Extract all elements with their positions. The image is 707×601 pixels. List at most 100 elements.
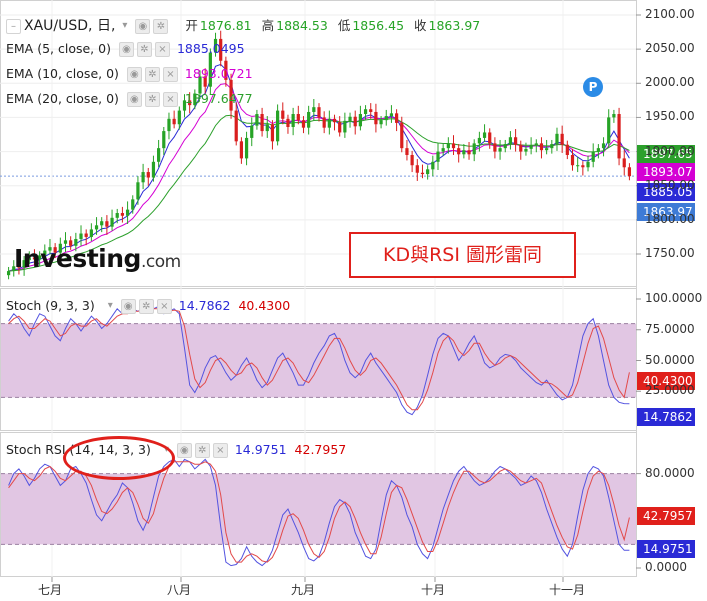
ema10-legend: EMA (10, close, 0) ◉ ✲ × 1893.0721 xyxy=(6,65,253,83)
gear-icon[interactable]: ✲ xyxy=(194,442,210,458)
ema20-legend: EMA (20, close, 0) ◉ ✲ × 1897.6477 xyxy=(6,90,253,108)
gear-icon[interactable]: ✲ xyxy=(136,41,152,57)
gear-icon[interactable]: ✲ xyxy=(138,298,154,314)
candle-body xyxy=(565,144,569,155)
close-label: 收 xyxy=(414,18,427,33)
candle-body xyxy=(84,233,88,237)
candle-body xyxy=(451,143,456,149)
candle-body xyxy=(384,116,388,121)
candle-body xyxy=(53,247,57,253)
logo-suffix: .com xyxy=(140,252,181,272)
stochrsi-y-tick-label: 0.0000 xyxy=(645,560,687,574)
candle-body xyxy=(379,120,383,125)
candle-body xyxy=(591,151,595,162)
stochrsi-tag: 42.7957 xyxy=(637,507,695,525)
gear-icon[interactable]: ✲ xyxy=(144,91,160,107)
close-icon[interactable]: × xyxy=(154,41,170,57)
visibility-icon[interactable]: ◉ xyxy=(120,298,136,314)
chevron-down-icon[interactable]: ▾ xyxy=(107,299,113,311)
candle-body xyxy=(317,107,321,118)
x-tick-label: 九月 xyxy=(291,583,316,597)
candle-body xyxy=(12,266,16,272)
candle-body xyxy=(151,161,156,178)
candle-body xyxy=(348,116,352,121)
ema5-name: EMA (5, close, 0) xyxy=(6,41,111,56)
candle-body xyxy=(48,247,52,251)
event-badge[interactable]: P xyxy=(583,77,603,97)
ema20-name: EMA (20, close, 0) xyxy=(6,91,119,106)
candle-body xyxy=(229,79,233,111)
candle-body xyxy=(534,143,538,146)
visibility-icon[interactable]: ◉ xyxy=(135,18,151,34)
ohlc-values: 开 1876.81 高 1884.53 低 1856.45 收 1863.97 xyxy=(179,17,480,35)
candle-body xyxy=(32,257,37,260)
candle-body xyxy=(260,114,264,132)
candle-body xyxy=(6,271,11,276)
candle-body xyxy=(270,124,275,142)
candle-body xyxy=(188,100,192,106)
candle-body xyxy=(105,221,109,227)
candle-body xyxy=(560,133,564,145)
close-icon[interactable]: × xyxy=(212,442,228,458)
price-tag: 1897.65 xyxy=(637,145,695,163)
candle-body xyxy=(508,137,513,145)
y-tick-label: 1850.00 xyxy=(645,177,695,192)
candle-body xyxy=(177,110,181,125)
ema10-name: EMA (10, close, 0) xyxy=(6,66,119,81)
y-tick-label: 1900.00 xyxy=(645,143,695,158)
visibility-icon[interactable]: ◉ xyxy=(118,41,134,57)
candle-body xyxy=(182,100,187,111)
candle-body xyxy=(405,148,409,155)
candle-body xyxy=(69,240,73,246)
collapse-icon[interactable]: – xyxy=(6,18,21,34)
visibility-icon[interactable]: ◉ xyxy=(126,91,142,107)
candle-body xyxy=(596,148,600,152)
visibility-icon[interactable]: ◉ xyxy=(126,66,142,82)
close-icon[interactable]: × xyxy=(162,91,178,107)
candle-body xyxy=(250,125,254,138)
stochrsi-y-tick-label: 80.0000 xyxy=(645,465,695,480)
candle-body xyxy=(193,93,197,106)
candle-body xyxy=(467,150,471,155)
stoch-legend: Stoch (9, 3, 3) ▾ ◉ ✲ × 14.7862 40.4300 xyxy=(6,297,290,315)
close-icon[interactable]: × xyxy=(162,66,178,82)
stoch-k-value: 14.7862 xyxy=(178,298,231,313)
candle-body xyxy=(570,154,575,166)
high-value: 1884.53 xyxy=(276,18,328,33)
y-tick-label: 1800.00 xyxy=(645,211,695,226)
candle-body xyxy=(307,111,311,128)
annotation-box: KD與RSI 圖形雷同 xyxy=(349,232,576,278)
candle-body xyxy=(601,143,606,149)
candle-body xyxy=(327,118,331,128)
stoch-y-tick-label: 75.0000 xyxy=(645,321,695,336)
candle-body xyxy=(43,250,47,256)
candle-body xyxy=(27,257,31,261)
candle-body xyxy=(213,38,218,53)
candle-body xyxy=(100,221,104,226)
x-tick-label: 十一月 xyxy=(549,583,586,597)
candle-body xyxy=(255,114,259,126)
candle-body xyxy=(265,124,269,132)
candle-body xyxy=(410,154,414,166)
candle-body xyxy=(120,213,125,216)
y-tick-label: 2000.00 xyxy=(645,75,695,90)
candle-body xyxy=(555,133,559,145)
candle-body xyxy=(581,165,585,168)
investing-logo: Investing.com xyxy=(14,244,181,273)
candle-body xyxy=(203,76,207,87)
candle-body xyxy=(519,144,523,152)
gear-icon[interactable]: ✲ xyxy=(153,18,169,34)
stochrsi-d-value: 42.7957 xyxy=(294,442,347,457)
gear-icon[interactable]: ✲ xyxy=(144,66,160,82)
close-icon[interactable]: × xyxy=(156,298,172,314)
chevron-down-icon[interactable]: ▾ xyxy=(122,19,128,31)
ema10-value: 1893.0721 xyxy=(184,66,253,81)
candle-body xyxy=(524,148,528,152)
visibility-icon[interactable]: ◉ xyxy=(176,442,192,458)
candle-body xyxy=(296,114,300,121)
candle-body xyxy=(493,143,497,152)
stoch-y-tick-label: 25.0000 xyxy=(645,383,695,398)
candle-body xyxy=(420,172,425,175)
